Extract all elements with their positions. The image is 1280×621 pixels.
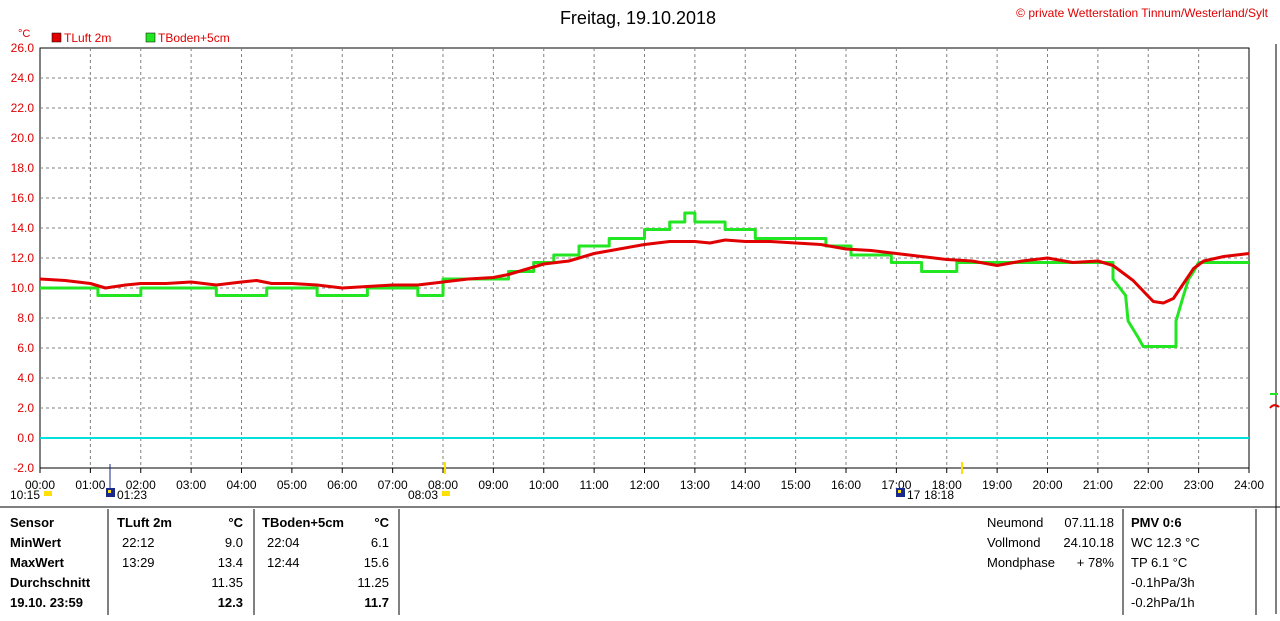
right-marker-red <box>1269 404 1280 409</box>
col1-unit: °C <box>228 515 243 530</box>
left-time-sun-marker <box>44 491 52 496</box>
series-line-0 <box>39 238 1250 305</box>
col1-max-value: 13.4 <box>217 555 243 570</box>
x-tick-label: 21:00 <box>1083 478 1113 492</box>
moonrise-icon-highlight <box>108 490 111 493</box>
right-edge-markers <box>1269 44 1280 614</box>
mondphase-value: + 78% <box>1076 555 1114 570</box>
y-tick-label: 14.0 <box>11 221 35 235</box>
x-tick-label: 23:00 <box>1184 478 1214 492</box>
sunrise-sun-marker <box>442 491 450 496</box>
col1-min-value: 9.0 <box>224 535 243 550</box>
sunset-label: 18:18 <box>924 488 954 502</box>
table-lines <box>0 506 1280 615</box>
series-line-1 <box>40 211 1249 348</box>
x-tick-label: 14:00 <box>730 478 760 492</box>
moonset-label: 17 <box>907 488 921 502</box>
x-tick-label: 02:00 <box>126 478 156 492</box>
neumond-label: Neumond <box>987 515 1044 530</box>
x-tick-label: 10:00 <box>529 478 559 492</box>
moonrise-label: 01:23 <box>117 488 147 502</box>
y-tick-label: 0.0 <box>17 431 34 445</box>
y-tick-label: 4.0 <box>17 371 34 385</box>
copyright-label: © private Wetterstation Tinnum/Westerlan… <box>1016 6 1269 20</box>
row-label-last: 19.10. 23:59 <box>10 595 84 610</box>
y-tick-label: 6.0 <box>17 341 34 355</box>
legend-label-tboden: TBoden+5cm <box>158 31 230 45</box>
col2-average: 11.25 <box>357 575 389 590</box>
x-tick-label: 03:00 <box>176 478 206 492</box>
col1-header: TLuft 2m <box>117 515 172 530</box>
x-tick-label: 13:00 <box>680 478 710 492</box>
y-axis: 26.0 24.0 22.0 20.0 18.0 16.0 14.0 12.0 10.0 8.0 6… <box>11 41 35 475</box>
vollmond-date: 24.10.18 <box>1063 535 1114 550</box>
x-tick-label: 05:00 <box>277 478 307 492</box>
col2-max-time: 12:44 <box>267 555 300 570</box>
col1-last-value: 12.3 <box>217 595 243 610</box>
legend-label-tluft: TLuft 2m <box>64 31 111 45</box>
row-label-sensor: Sensor <box>10 515 55 530</box>
series-lines <box>39 211 1250 439</box>
col1-min-time: 22:12 <box>122 535 155 550</box>
y-tick-label: -2.0 <box>13 461 34 475</box>
col1-max-time: 13:29 <box>122 555 155 570</box>
x-tick-label: 11:00 <box>580 478 609 492</box>
x-tick-label: 07:00 <box>378 478 408 492</box>
vollmond-label: Vollmond <box>987 535 1041 550</box>
x-tick-label: 22:00 <box>1133 478 1163 492</box>
pmv-title: PMV 0:6 <box>1131 515 1182 530</box>
y-tick-label: 8.0 <box>17 311 34 325</box>
col2-unit: °C <box>374 515 389 530</box>
x-tick-label: 16:00 <box>831 478 861 492</box>
x-tick-label: 09:00 <box>478 478 508 492</box>
x-tick-label: 15:00 <box>781 478 811 492</box>
x-tick-label: 01:00 <box>75 478 105 492</box>
x-tick-label: 00:00 <box>25 478 55 492</box>
y-tick-label: 12.0 <box>11 251 35 265</box>
pmv-windchill: WC 12.3 °C <box>1131 535 1200 550</box>
x-tick-label: 12:00 <box>629 478 659 492</box>
legend: TLuft 2m TBoden+5cm <box>51 31 230 45</box>
chart-title: Freitag, 19.10.2018 <box>560 8 716 28</box>
row-label-minwert: MinWert <box>10 535 62 550</box>
row-label-durchschnitt: Durchschnitt <box>10 575 91 590</box>
y-tick-label: 10.0 <box>11 281 35 295</box>
y-tick-label: 18.0 <box>11 161 35 175</box>
x-tick-label: 24:00 <box>1234 478 1264 492</box>
mondphase-label: Mondphase <box>987 555 1055 570</box>
sunrise-label: 08:03 <box>408 488 438 502</box>
y-tick-label: 24.0 <box>11 71 35 85</box>
x-axis: 00:00 01:00 02:00 03:00 04:00 05:00 06:00 07:00… <box>25 468 1264 492</box>
x-tick-label: 06:00 <box>327 478 357 492</box>
left-time-label: 10:15 <box>10 488 40 502</box>
row-label-maxwert: MaxWert <box>10 555 64 570</box>
neumond-date: 07.11.18 <box>1064 515 1114 530</box>
col2-min-time: 22:04 <box>267 535 300 550</box>
x-tick-label: 08:00 <box>428 478 458 492</box>
y-tick-label: 2.0 <box>17 401 34 415</box>
col2-last-value: 11.7 <box>364 595 389 610</box>
y-tick-label: 26.0 <box>11 41 35 55</box>
x-tick-label: 18:00 <box>932 478 962 492</box>
astro-markers: 10:15 01:23 08:03 17 18:18 <box>10 462 963 502</box>
col1-average: 11.35 <box>211 575 243 590</box>
x-tick-label: 19:00 <box>982 478 1012 492</box>
y-tick-label: 20.0 <box>11 131 35 145</box>
pmv-pressure-3h: -0.1hPa/3h <box>1131 575 1195 590</box>
legend-swatch-tluft <box>51 32 62 43</box>
x-tick-label: 04:00 <box>226 478 256 492</box>
y-unit-label: °C <box>18 28 30 40</box>
pmv-dewpoint: TP 6.1 °C <box>1131 555 1188 570</box>
y-tick-label: 22.0 <box>11 101 35 115</box>
legend-swatch-tboden <box>145 32 156 43</box>
x-tick-label: 20:00 <box>1032 478 1062 492</box>
col2-min-value: 6.1 <box>370 535 389 550</box>
col2-max-value: 15.6 <box>363 555 389 570</box>
col2-header: TBoden+5cm <box>262 515 344 530</box>
moonset-icon-highlight <box>898 490 901 493</box>
pmv-pressure-1h: -0.2hPa/1h <box>1131 595 1195 610</box>
y-tick-label: 16.0 <box>11 191 35 205</box>
